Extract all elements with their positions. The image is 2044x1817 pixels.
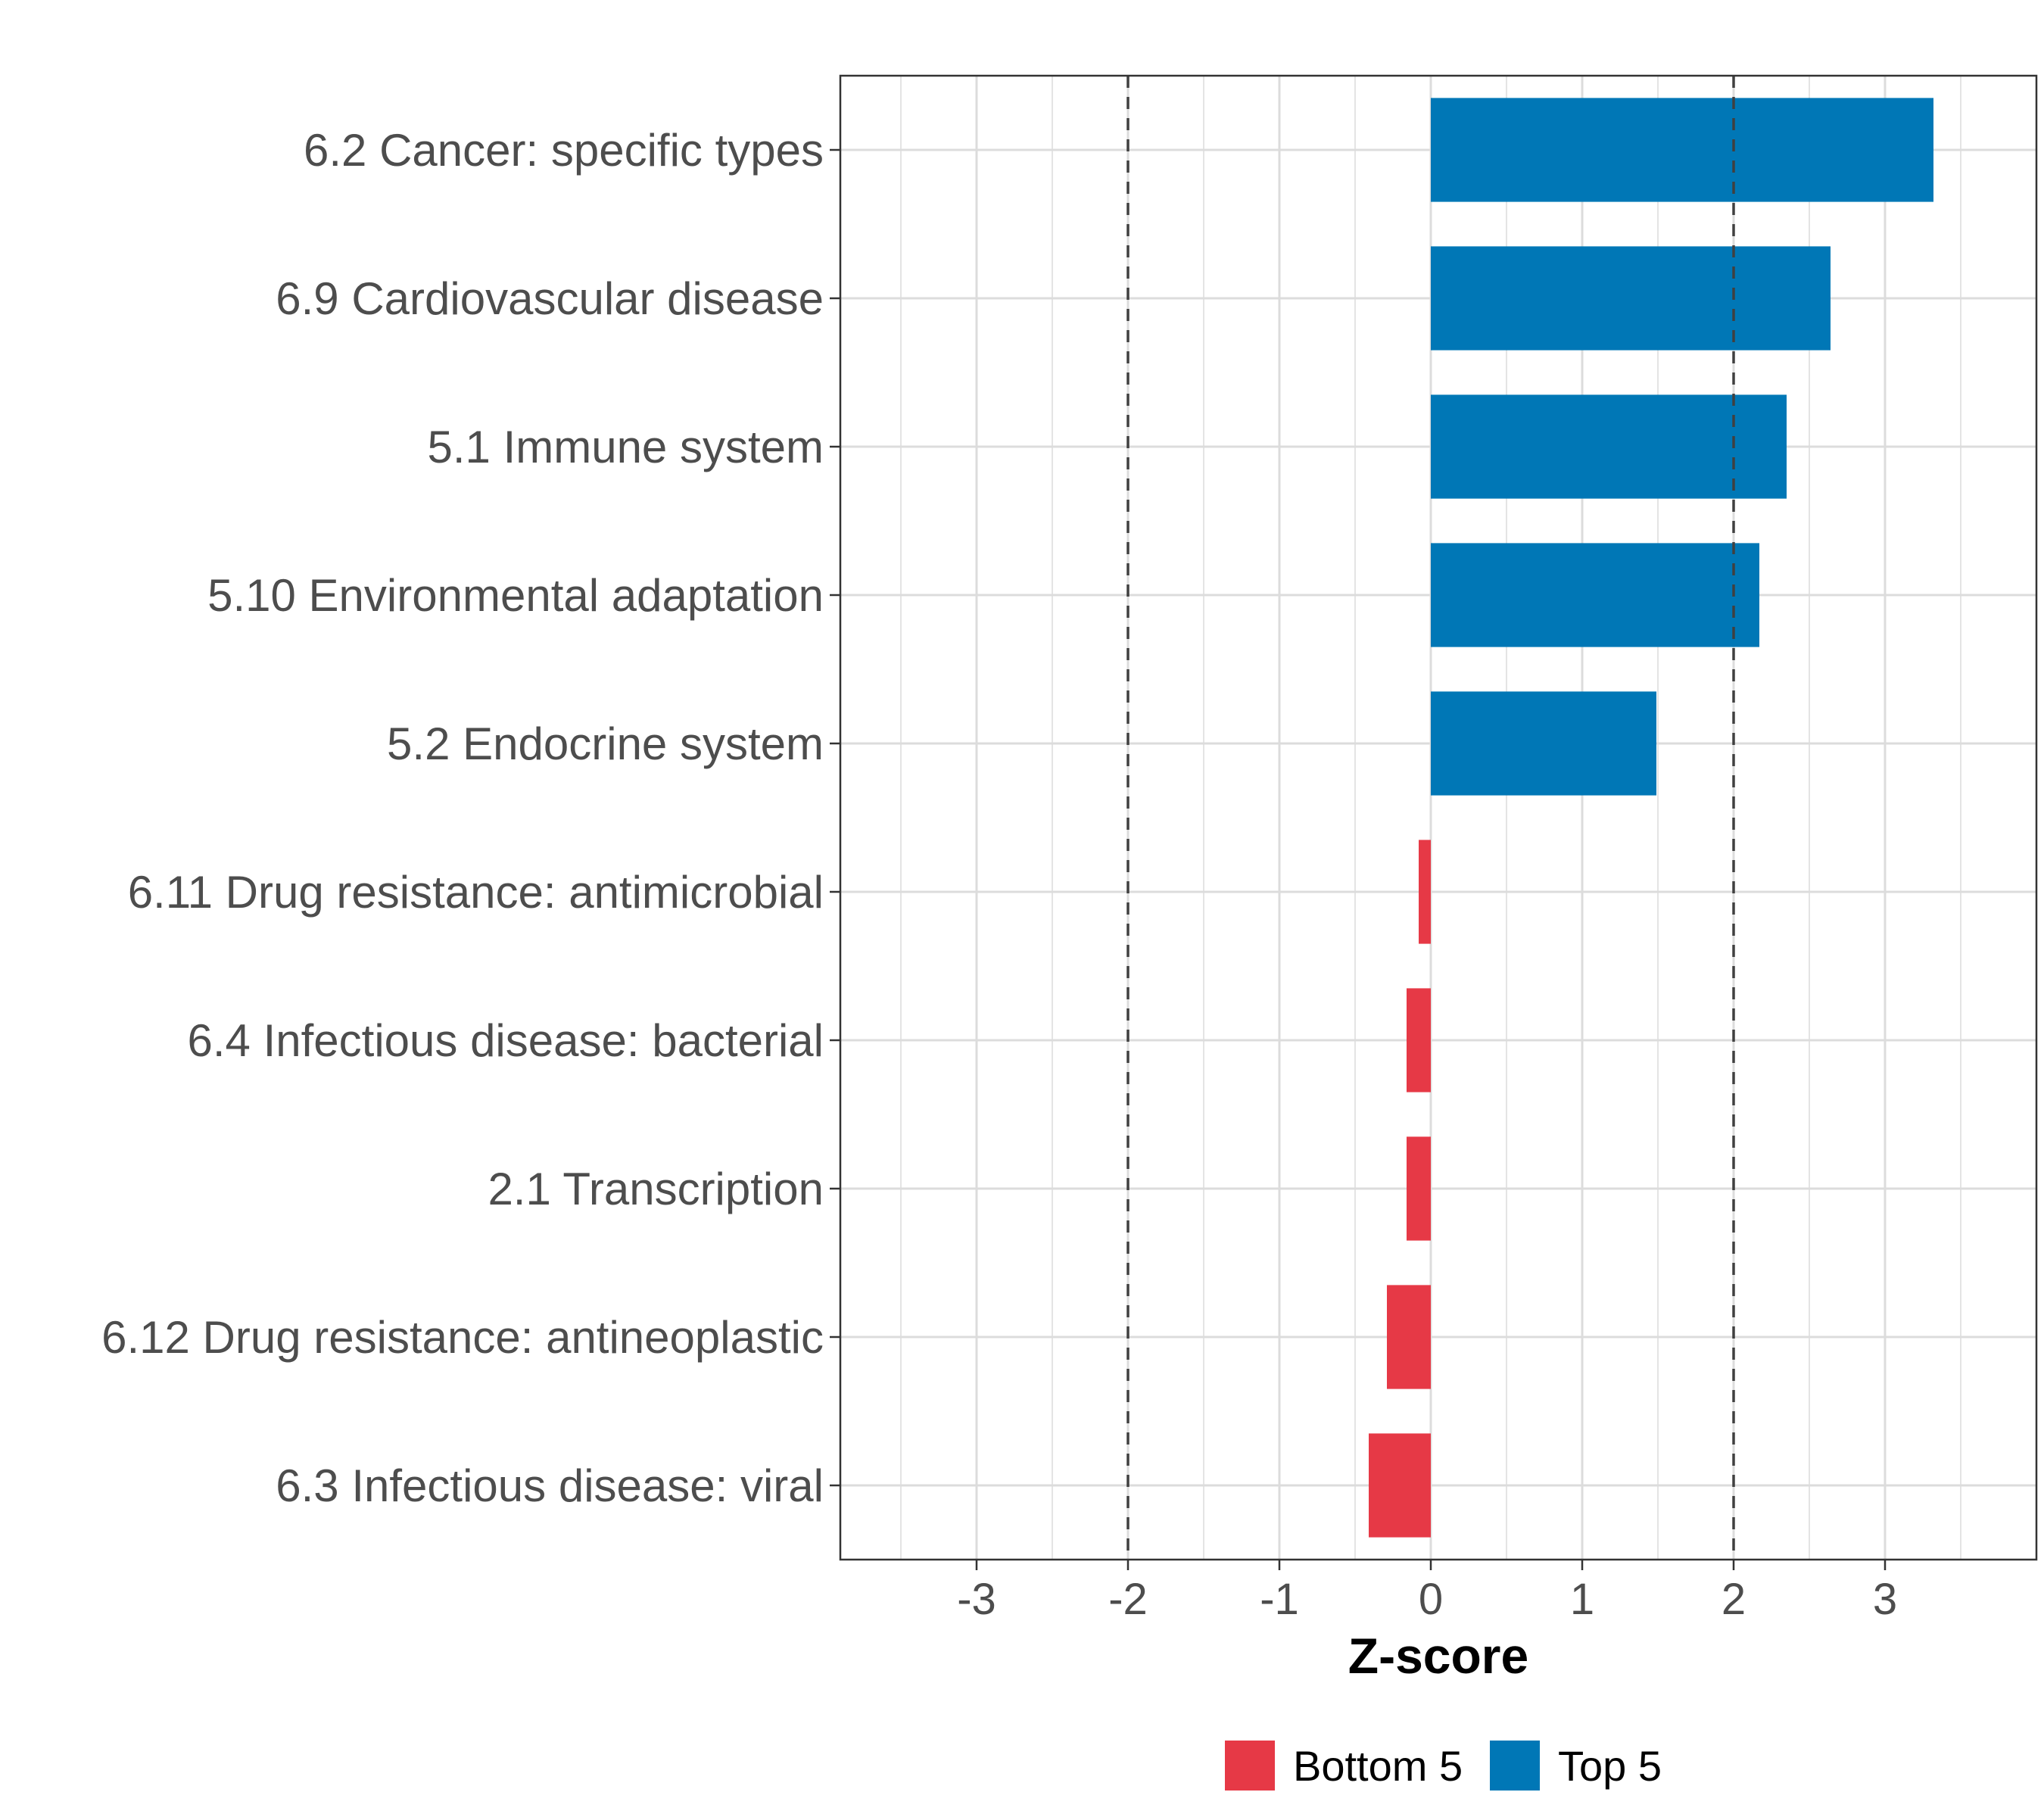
- bar: [1431, 394, 1787, 499]
- category-label: 5.10 Environmental adaptation: [207, 570, 824, 621]
- bar: [1387, 1285, 1431, 1389]
- category-label: 6.11 Drug resistance: antimicrobial: [128, 867, 824, 918]
- category-label: 6.4 Infectious disease: bacterial: [188, 1015, 824, 1066]
- x-tick-label: 0: [1419, 1575, 1443, 1624]
- x-tick-label: 3: [1873, 1575, 1897, 1624]
- x-tick-label: 1: [1570, 1575, 1594, 1624]
- y-axis: 6.2 Cancer: specific types 6.9 Cardiovasc…: [101, 125, 840, 1511]
- x-axis: -3 -2 -1 0 1 2 3: [957, 1560, 1897, 1624]
- category-label: 6.3 Infectious disease: viral: [276, 1460, 824, 1511]
- bar: [1431, 246, 1831, 351]
- plot-border: [839, 74, 2038, 1561]
- bars: [1369, 98, 1933, 1538]
- category-label: 6.12 Drug resistance: antineoplastic: [101, 1312, 824, 1363]
- category-label: 5.2 Endocrine system: [387, 718, 824, 769]
- category-label: 5.1 Immune system: [427, 422, 824, 472]
- legend-label: Top 5: [1558, 1742, 1662, 1790]
- bar: [1431, 98, 1933, 202]
- category-label: 2.1 Transcription: [488, 1164, 824, 1214]
- x-tick-label: 2: [1722, 1575, 1746, 1624]
- bar: [1431, 691, 1656, 796]
- reference-lines: [1126, 76, 1735, 1560]
- x-tick-label: -3: [957, 1575, 996, 1624]
- category-label: 6.9 Cardiovascular disease: [276, 273, 824, 324]
- legend: Bottom 5 Top 5: [1225, 1741, 1662, 1791]
- bar: [1419, 840, 1431, 944]
- x-axis-title: Z-score: [1348, 1628, 1528, 1684]
- bar: [1369, 1433, 1431, 1538]
- x-tick-label: -1: [1260, 1575, 1299, 1624]
- x-tick-label: -2: [1108, 1575, 1148, 1624]
- bar: [1431, 543, 1759, 647]
- bar: [1407, 988, 1431, 1092]
- legend-swatch: [1490, 1741, 1540, 1791]
- bar: [1407, 1136, 1431, 1241]
- category-label: 6.2 Cancer: specific types: [304, 125, 824, 176]
- legend-label: Bottom 5: [1293, 1742, 1463, 1790]
- legend-swatch: [1225, 1741, 1275, 1791]
